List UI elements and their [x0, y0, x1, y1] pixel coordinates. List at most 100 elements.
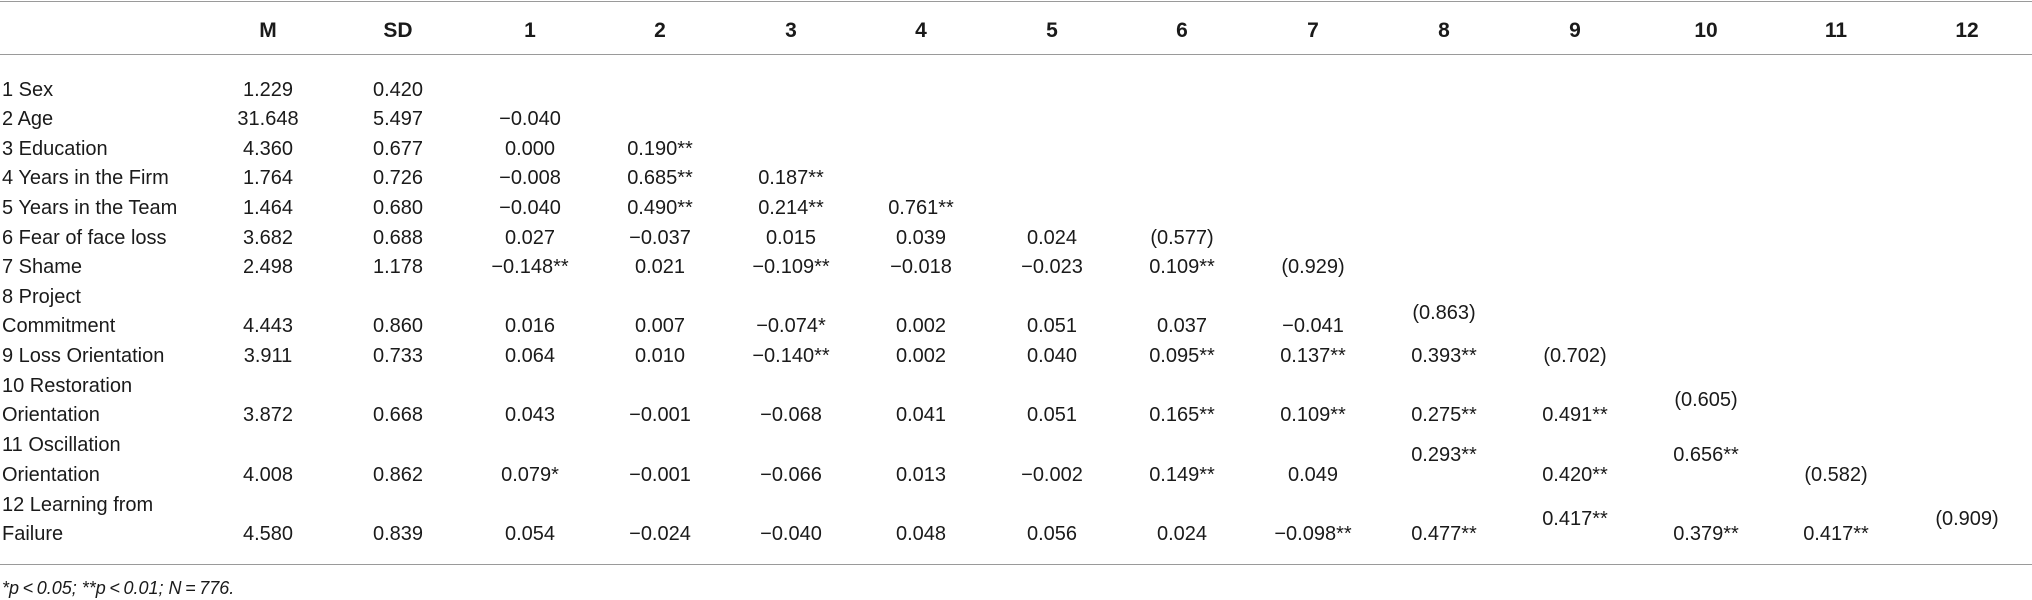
table-cell: 0.677 — [372, 138, 424, 160]
table-cell: 0.024 — [1026, 227, 1078, 249]
column-header: 9 — [1569, 19, 1581, 42]
table-cell: 4.008 — [242, 464, 294, 486]
table-cell: (0.702) — [1543, 345, 1607, 367]
column-header: 7 — [1307, 19, 1319, 42]
table-cell: −0.023 — [1021, 256, 1083, 278]
row-label: 1 Sex — [2, 79, 54, 101]
row-label: 9 Loss Orientation — [2, 345, 165, 367]
table-cell: 0.420 — [372, 79, 424, 101]
table-cell: 0.393** — [1411, 345, 1477, 367]
table-cell: 0.064 — [504, 345, 556, 367]
row-label: 4 Years in the Firm — [2, 167, 169, 189]
row-label: 10 Restoration — [2, 375, 133, 397]
table-footnote: *p < 0.05; **p < 0.01; N = 776. — [2, 578, 235, 598]
table-cell: 0.056 — [1026, 523, 1078, 545]
table-cell: 0.040 — [1026, 345, 1078, 367]
row-label: 2 Age — [2, 108, 54, 130]
table-cell: 0.860 — [372, 315, 424, 337]
column-header: 10 — [1694, 19, 1718, 42]
table-cell: 1.464 — [242, 197, 294, 219]
table-cell: 0.049 — [1287, 464, 1339, 486]
table-cell: −0.068 — [760, 404, 822, 426]
table-cell: −0.140** — [752, 345, 830, 367]
table-cell: 4.443 — [242, 315, 294, 337]
table-cell: −0.148** — [491, 256, 569, 278]
table-cell: 31.648 — [237, 108, 299, 130]
table-cell: 0.379** — [1673, 523, 1739, 545]
table-cell: 0.079* — [501, 464, 559, 486]
row-label: 3 Education — [2, 138, 108, 160]
table-cell: 0.027 — [504, 227, 556, 249]
table-cell: 0.021 — [634, 256, 686, 278]
table-cell: 0.037 — [1156, 315, 1208, 337]
table-cell: (0.605) — [1674, 389, 1738, 411]
table-header-rule — [0, 54, 2032, 55]
column-header: 6 — [1176, 19, 1188, 42]
table-cell: −0.040 — [760, 523, 822, 545]
table-cell: 0.002 — [895, 345, 947, 367]
column-header: 4 — [915, 19, 927, 42]
row-label: Commitment — [2, 315, 116, 337]
table-cell: 0.656** — [1673, 444, 1739, 466]
table-cell: 0.417** — [1542, 508, 1608, 530]
table-cell: 3.872 — [242, 404, 294, 426]
table-cell: 0.024 — [1156, 523, 1208, 545]
table-cell: 0.761** — [888, 197, 954, 219]
row-label: Orientation — [2, 404, 100, 426]
table-cell: 0.668 — [372, 404, 424, 426]
row-label: 6 Fear of face loss — [2, 227, 167, 249]
table-cell: 3.911 — [243, 345, 293, 367]
table-cell: 0.187** — [758, 167, 824, 189]
row-label: Orientation — [2, 464, 100, 486]
row-label: 5 Years in the Team — [2, 197, 178, 219]
column-header: 3 — [785, 19, 797, 42]
table-cell: 0.733 — [372, 345, 424, 367]
table-cell: 0.839 — [372, 523, 424, 545]
table-cell: 0.685** — [627, 167, 693, 189]
table-cell: 2.498 — [242, 256, 294, 278]
table-cell: −0.018 — [890, 256, 952, 278]
table-cell: 0.048 — [895, 523, 947, 545]
table-cell: 0.688 — [372, 227, 424, 249]
table-cell: −0.002 — [1021, 464, 1083, 486]
column-header: 1 — [524, 19, 536, 42]
table-cell: 5.497 — [372, 108, 424, 130]
column-header: 11 — [1824, 19, 1848, 42]
table-cell: 0.490** — [627, 197, 693, 219]
table-cell: 0.002 — [895, 315, 947, 337]
table-cell: −0.040 — [499, 197, 561, 219]
table-cell: 1.229 — [242, 79, 294, 101]
table-cell: −0.001 — [629, 464, 691, 486]
table-cell: 0.051 — [1026, 404, 1078, 426]
table-cell: −0.074* — [756, 315, 826, 337]
table-cell: −0.040 — [499, 108, 561, 130]
column-header: M — [259, 19, 277, 42]
table-cell: 0.680 — [372, 197, 424, 219]
table-cell: −0.066 — [760, 464, 822, 486]
column-header: 5 — [1046, 19, 1058, 42]
table-cell: 0.109** — [1280, 404, 1346, 426]
table-cell: (0.929) — [1281, 256, 1345, 278]
table-bottom-rule — [0, 564, 2032, 565]
table-cell: 0.165** — [1149, 404, 1215, 426]
table-cell: 0.007 — [634, 315, 686, 337]
table-cell: 0.420** — [1542, 464, 1608, 486]
table-cell: (0.577) — [1150, 227, 1214, 249]
table-cell: 0.000 — [504, 138, 556, 160]
table-cell: −0.001 — [629, 404, 691, 426]
table-cell: −0.041 — [1282, 315, 1344, 337]
row-label: 12 Learning from — [2, 494, 154, 516]
table-cell: 4.360 — [242, 138, 294, 160]
table-cell: 0.051 — [1026, 315, 1078, 337]
table-cell: 0.190** — [627, 138, 693, 160]
table-cell: 0.477** — [1411, 523, 1477, 545]
table-cell: 0.109** — [1149, 256, 1215, 278]
table-cell: 3.682 — [242, 227, 294, 249]
table-cell: 1.764 — [242, 167, 294, 189]
table-cell: 0.293** — [1411, 444, 1477, 466]
table-cell: 0.095** — [1149, 345, 1215, 367]
table-cell: 0.015 — [765, 227, 817, 249]
table-cell: 0.491** — [1542, 404, 1608, 426]
row-label: 11 Oscillation — [2, 434, 121, 456]
